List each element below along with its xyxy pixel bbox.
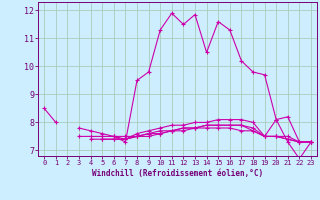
X-axis label: Windchill (Refroidissement éolien,°C): Windchill (Refroidissement éolien,°C) — [92, 169, 263, 178]
